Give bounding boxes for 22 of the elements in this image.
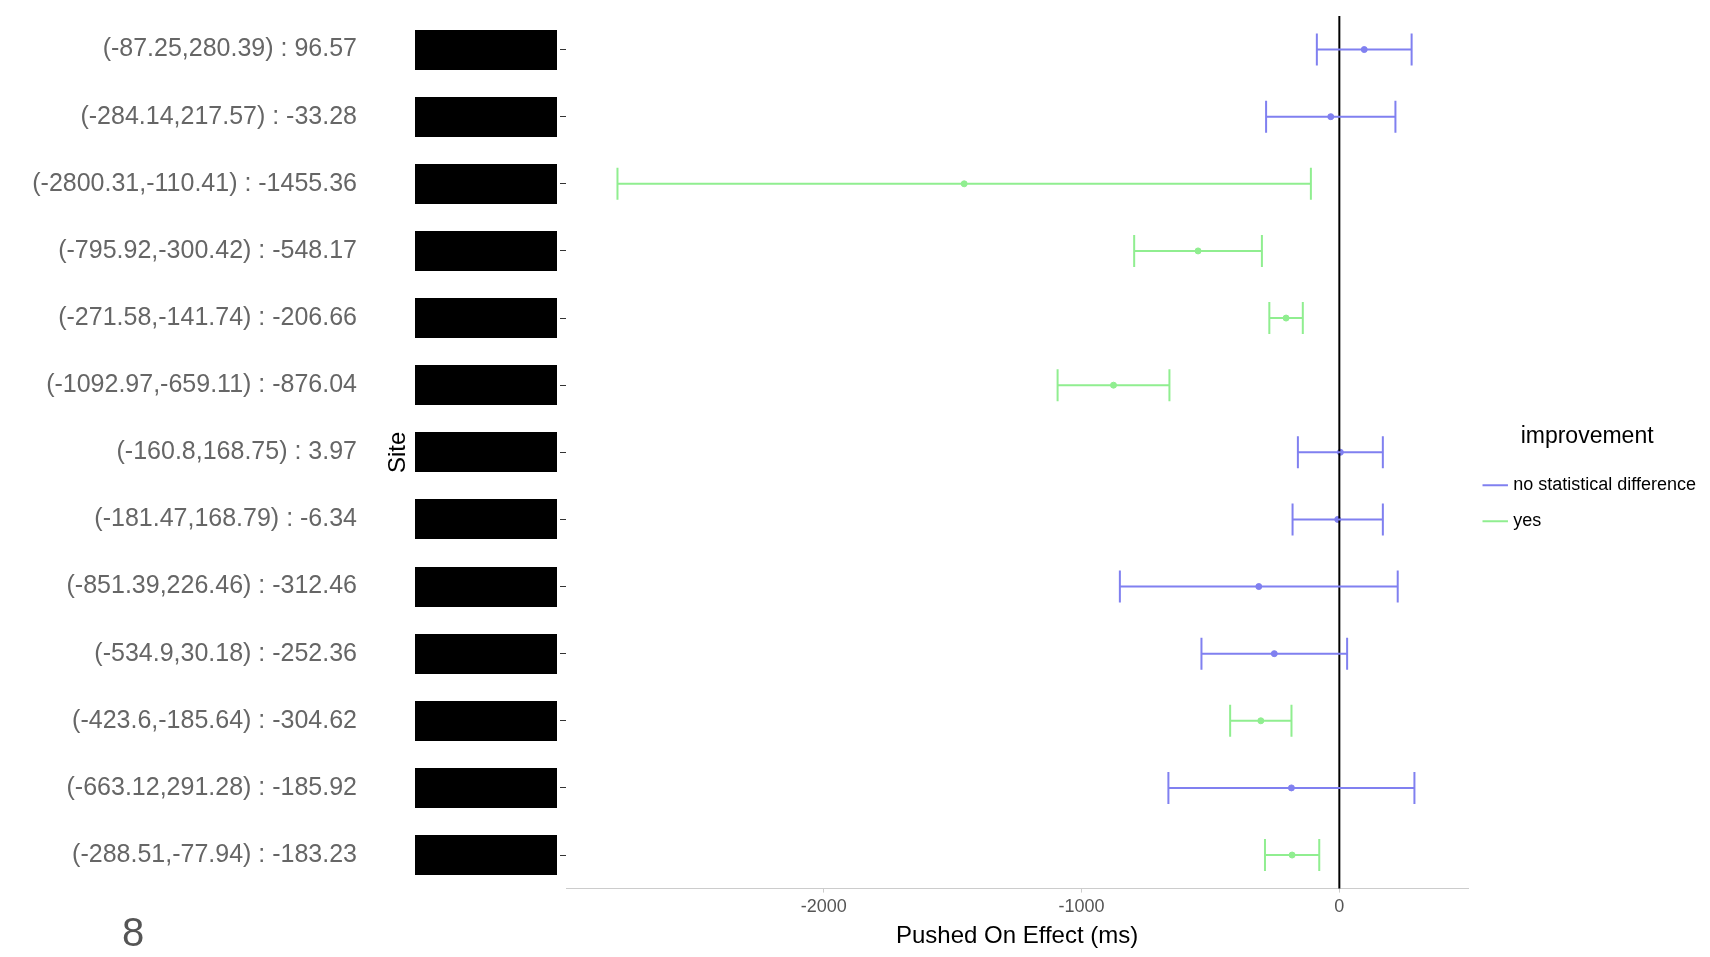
y-tick-label: (-423.6,-185.64) : -304.62 — [72, 704, 357, 733]
x-tick-label: -1000 — [1058, 896, 1105, 917]
y-tick-label: (-181.47,168.79) : -6.34 — [94, 503, 358, 532]
x-tick-label: 0 — [1334, 896, 1345, 917]
legend-title: improvement — [1520, 421, 1655, 448]
y-tick-label: (-534.9,30.18) : -252.36 — [94, 637, 357, 666]
y-tick-label: (-2800.31,-110.41) : -1455.36 — [32, 167, 357, 196]
x-axis-title: Pushed On Effect (ms) — [895, 921, 1139, 949]
y-axis-title: Site — [382, 431, 410, 473]
y-tick-label: (-160.8,168.75) : 3.97 — [116, 436, 357, 465]
y-tick-label: (-87.25,280.39) : 96.57 — [102, 33, 357, 62]
y-tick-label: (-795.92,-300.42) : -548.17 — [58, 234, 357, 263]
legend-label: no statistical difference — [1513, 474, 1697, 495]
y-tick-label: (-284.14,217.57) : -33.28 — [80, 100, 357, 129]
x-tick-label: -2000 — [800, 896, 847, 917]
y-tick-label: (-288.51,-77.94) : -183.23 — [72, 838, 357, 867]
y-tick-label: (-851.39,226.46) : -312.46 — [66, 570, 357, 599]
legend-label: yes — [1513, 510, 1542, 531]
text: 8 — [122, 910, 145, 955]
y-tick-label: (-1092.97,-659.11) : -876.04 — [46, 369, 358, 398]
y-tick-label: (-663.12,291.28) : -185.92 — [66, 771, 357, 800]
y-tick-label: (-271.58,-141.74) : -206.66 — [58, 301, 357, 330]
